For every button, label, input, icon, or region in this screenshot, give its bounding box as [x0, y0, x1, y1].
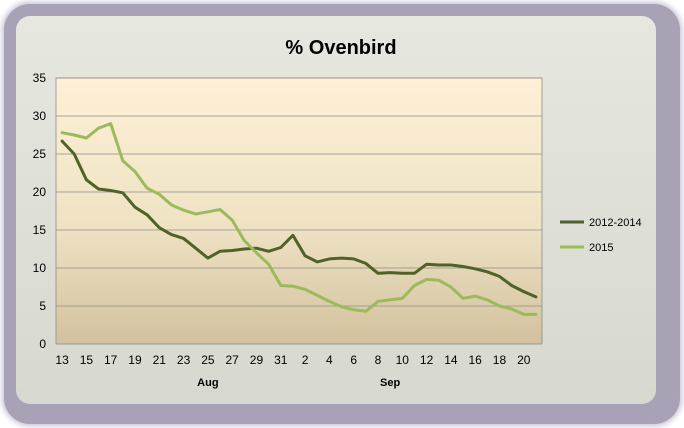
y-tick-label: 5 — [39, 299, 46, 313]
legend: 2012-2014 2015 — [560, 217, 642, 254]
x-tick-label: 19 — [128, 353, 142, 367]
month-labels: Aug Sep — [197, 377, 400, 389]
x-tick-label: 17 — [104, 353, 118, 367]
y-tick-label: 25 — [33, 147, 47, 161]
x-tick-label: 10 — [396, 353, 410, 367]
y-tick-label: 10 — [33, 261, 47, 275]
legend-label: 2015 — [589, 242, 613, 254]
x-tick-label: 14 — [444, 353, 458, 367]
month-label: Sep — [380, 377, 400, 389]
y-tick-label: 20 — [33, 185, 47, 199]
legend-label: 2012-2014 — [589, 217, 642, 229]
series-line-0 — [60, 139, 538, 299]
x-tick-label: 15 — [80, 353, 94, 367]
gridlines — [56, 77, 542, 307]
x-tick-label: 13 — [55, 353, 69, 367]
x-tick-label: 31 — [274, 353, 288, 367]
x-tick-label: 29 — [250, 353, 264, 367]
chart-title: % Ovenbird — [285, 37, 396, 59]
x-tick-label: 2 — [302, 353, 309, 367]
series-line-1 — [60, 122, 538, 316]
x-tick-label: 25 — [201, 353, 215, 367]
y-tick-label: 30 — [33, 109, 47, 123]
x-tick-label: 20 — [517, 353, 531, 367]
x-tick-label: 6 — [350, 353, 357, 367]
x-tick-label: 23 — [177, 353, 191, 367]
series-lines — [60, 122, 538, 316]
y-tick-label: 35 — [33, 71, 47, 85]
x-tick-label: 12 — [420, 353, 434, 367]
x-tick-label: 21 — [153, 353, 167, 367]
y-tick-label: 15 — [33, 223, 47, 237]
month-label: Aug — [197, 377, 218, 389]
x-tick-label: 4 — [326, 353, 333, 367]
y-tick-label: 0 — [39, 337, 46, 351]
x-tick-label: 8 — [375, 353, 382, 367]
x-axis-ticks: 13 15 17 19 21 23 25 27 29 31 2 4 6 8 10 12 14 16 18 20 — [55, 353, 530, 367]
x-tick-label: 16 — [468, 353, 482, 367]
plot-area — [55, 77, 543, 345]
x-tick-label: 27 — [225, 353, 239, 367]
x-tick-label: 18 — [493, 353, 507, 367]
y-axis-ticks: 0 5 10 15 20 25 30 35 — [33, 71, 47, 351]
